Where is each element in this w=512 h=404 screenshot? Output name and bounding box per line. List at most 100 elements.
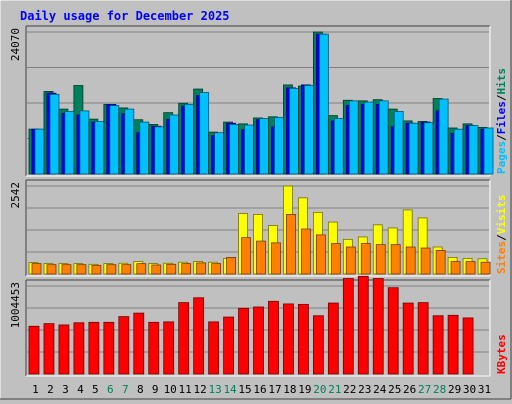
bar-pages-day-9 bbox=[154, 126, 165, 175]
bar-sites-day-12 bbox=[196, 262, 207, 275]
day-label: 6 bbox=[107, 383, 114, 396]
day-label: 19 bbox=[298, 383, 311, 396]
bar-kbytes-day-12 bbox=[193, 297, 205, 375]
day-label: 8 bbox=[137, 383, 144, 396]
chart-title: Daily usage for December 2025 bbox=[20, 9, 230, 23]
panel-visits-sites: 2542 Sites/Visits bbox=[9, 179, 508, 277]
bar-sites-day-5 bbox=[91, 264, 102, 275]
day-label: 31 bbox=[478, 383, 491, 396]
legend-pages: Pages bbox=[495, 141, 508, 174]
day-label: 3 bbox=[62, 383, 69, 396]
legend-kbytes: KBytes bbox=[495, 334, 508, 374]
bar-pages-day-22 bbox=[348, 100, 359, 175]
bar-kbytes-day-8 bbox=[133, 312, 145, 375]
bar-pages-day-2 bbox=[49, 93, 60, 175]
bar-kbytes-day-10 bbox=[163, 321, 175, 375]
bar-kbytes-day-6 bbox=[103, 321, 115, 375]
legend-files: Files bbox=[495, 101, 508, 134]
bar-kbytes-day-4 bbox=[73, 322, 85, 375]
bar-sites-day-23 bbox=[360, 243, 371, 275]
bar-sites-day-4 bbox=[76, 264, 87, 275]
bar-sites-day-21 bbox=[330, 243, 341, 275]
day-label: 15 bbox=[238, 383, 251, 396]
bar-pages-day-7 bbox=[124, 108, 135, 175]
day-label: 27 bbox=[418, 383, 431, 396]
bar-pages-day-16 bbox=[259, 118, 269, 175]
bar-kbytes-day-13 bbox=[208, 321, 220, 375]
bar-sites-day-17 bbox=[271, 242, 281, 275]
bar-pages-day-27 bbox=[423, 122, 434, 175]
day-label: 29 bbox=[448, 383, 461, 396]
legend: KBytes bbox=[495, 334, 508, 374]
legend-separator: / bbox=[495, 134, 508, 141]
day-label: 26 bbox=[403, 383, 416, 396]
bar-sites-day-29 bbox=[450, 261, 461, 275]
bar-sites-day-26 bbox=[405, 246, 416, 275]
legend-separator: / bbox=[495, 234, 508, 241]
bar-pages-day-18 bbox=[289, 88, 299, 175]
ymax-label: 24070 bbox=[9, 28, 22, 61]
day-label: 18 bbox=[283, 383, 296, 396]
bar-kbytes-day-11 bbox=[178, 302, 190, 375]
bar-sites-day-1 bbox=[31, 263, 42, 275]
day-label: 12 bbox=[194, 383, 207, 396]
bar-pages-day-13 bbox=[214, 132, 225, 175]
day-label: 30 bbox=[463, 383, 476, 396]
bar-kbytes-day-27 bbox=[417, 302, 429, 375]
day-label: 2 bbox=[47, 383, 54, 396]
legend-sites: Sites bbox=[495, 241, 508, 274]
day-label: 9 bbox=[152, 383, 159, 396]
bar-sites-day-18 bbox=[286, 214, 296, 275]
bar-kbytes-day-25 bbox=[387, 287, 399, 375]
bar-pages-day-6 bbox=[109, 105, 120, 175]
day-label: 4 bbox=[77, 383, 84, 396]
bar-kbytes-day-15 bbox=[238, 307, 249, 375]
bar-kbytes-day-1 bbox=[28, 325, 40, 375]
bar-sites-day-9 bbox=[151, 264, 162, 275]
day-label: 14 bbox=[223, 383, 237, 396]
bar-pages-day-30 bbox=[468, 125, 479, 175]
bar-kbytes-day-9 bbox=[148, 321, 160, 375]
bar-sites-day-8 bbox=[136, 263, 147, 275]
day-label: 23 bbox=[358, 383, 371, 396]
day-label: 22 bbox=[343, 383, 356, 396]
bar-pages-day-14 bbox=[229, 124, 239, 175]
bar-sites-day-2 bbox=[46, 264, 57, 275]
bar-pages-day-1 bbox=[34, 128, 45, 175]
bar-pages-day-17 bbox=[274, 116, 284, 175]
bar-sites-day-14 bbox=[226, 256, 236, 275]
bar-kbytes-day-19 bbox=[298, 303, 309, 375]
bar-pages-day-8 bbox=[139, 121, 150, 175]
day-label: 21 bbox=[328, 383, 341, 396]
bar-pages-day-4 bbox=[79, 110, 90, 175]
bar-kbytes-day-20 bbox=[312, 315, 324, 375]
legend: Pages/Files/Hits bbox=[495, 68, 508, 174]
day-label: 25 bbox=[388, 383, 401, 396]
bar-sites-day-20 bbox=[315, 234, 326, 275]
bar-sites-day-16 bbox=[256, 240, 266, 275]
bar-kbytes-day-2 bbox=[43, 323, 55, 375]
day-label: 17 bbox=[268, 383, 281, 396]
bar-pages-day-23 bbox=[363, 101, 374, 175]
day-label: 20 bbox=[313, 383, 326, 396]
day-label: 28 bbox=[433, 383, 446, 396]
day-label: 7 bbox=[122, 383, 129, 396]
bar-pages-day-25 bbox=[393, 111, 404, 175]
bar-sites-day-11 bbox=[181, 263, 192, 275]
bar-kbytes-day-3 bbox=[58, 324, 70, 375]
bar-sites-day-7 bbox=[121, 264, 132, 275]
bar-kbytes-day-22 bbox=[342, 278, 354, 375]
day-label: 5 bbox=[92, 383, 99, 396]
day-label: 24 bbox=[373, 383, 387, 396]
bar-sites-day-6 bbox=[106, 264, 117, 275]
bar-sites-day-28 bbox=[435, 250, 446, 275]
bar-pages-day-3 bbox=[64, 111, 75, 175]
bar-kbytes-day-24 bbox=[372, 278, 384, 375]
bar-kbytes-day-7 bbox=[118, 316, 130, 375]
day-label: 13 bbox=[208, 383, 221, 396]
bar-pages-day-29 bbox=[453, 128, 464, 175]
bar-sites-day-3 bbox=[61, 264, 72, 275]
bar-pages-day-19 bbox=[304, 85, 314, 175]
bar-pages-day-5 bbox=[94, 121, 105, 175]
bar-pages-day-20 bbox=[318, 33, 329, 175]
